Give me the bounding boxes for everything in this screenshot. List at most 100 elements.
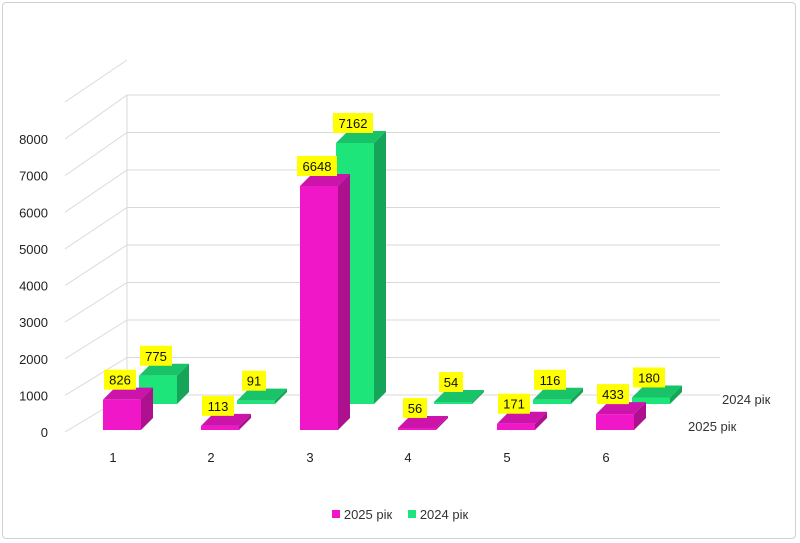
- bar-side: [436, 415, 448, 430]
- gridline-diagonal: [64, 207, 128, 250]
- y-tick-label: 5000: [19, 242, 48, 257]
- series-depth-label: 2024 рік: [722, 392, 771, 407]
- y-tick-label: 6000: [19, 205, 48, 220]
- data-label: 113: [208, 399, 229, 414]
- bar-top: [632, 385, 682, 398]
- data-label-box: [202, 395, 234, 416]
- y-tick-label: 3000: [19, 315, 48, 330]
- bar-side: [535, 411, 547, 430]
- x-tick-label: 1: [109, 450, 116, 465]
- bar-top: [398, 415, 448, 428]
- bar-front: [103, 399, 141, 430]
- bar-front: [300, 186, 338, 430]
- bar-2025: [103, 387, 153, 430]
- y-tick-label: 0: [41, 425, 48, 440]
- gridline-diagonal: [64, 244, 128, 286]
- series-depth-label: 2025 рік: [688, 419, 737, 434]
- data-label: 775: [145, 349, 167, 364]
- data-labels: 775 91 7162 54 116 180 826 113 6648 56 171 433: [104, 113, 665, 418]
- bar-side: [338, 174, 350, 430]
- x-tick-label: 2: [207, 450, 214, 465]
- gridline-diagonal: [64, 282, 128, 323]
- bar-top: [201, 413, 251, 426]
- bar-2024: [632, 385, 682, 404]
- bar-2025: [300, 174, 350, 430]
- data-label: 180: [638, 370, 660, 385]
- data-label: 826: [109, 373, 131, 388]
- bar-side: [374, 131, 386, 404]
- bar-front: [398, 427, 436, 430]
- gridline-diagonal: [64, 59, 128, 103]
- gridlines: 0 1000 2000 3000 4000 5000 6000 7000 8000: [19, 59, 720, 440]
- x-tick-label: 3: [306, 450, 313, 465]
- bar-2024: [533, 387, 583, 404]
- legend-swatch-2024: [407, 510, 416, 518]
- legend-item-2024: 2024 рік: [407, 506, 469, 522]
- y-tick-label: 2000: [19, 352, 48, 367]
- gridline-diagonal: [64, 319, 128, 360]
- bar-top: [300, 174, 350, 186]
- y-tick-label: 4000: [19, 279, 48, 294]
- gridline-diagonal: [64, 94, 128, 140]
- bar-top: [434, 390, 484, 403]
- data-label-box: [242, 370, 266, 391]
- data-label-box: [403, 397, 427, 418]
- bar-side: [472, 390, 484, 404]
- bar-side: [634, 402, 646, 430]
- gridline-diagonal: [64, 357, 128, 396]
- data-label: 116: [540, 373, 561, 388]
- gridline-diagonal: [64, 132, 128, 177]
- y-tick-label: 7000: [19, 169, 48, 184]
- legend: 2025 рік 2024 рік: [0, 506, 800, 522]
- data-label: 171: [503, 397, 525, 412]
- data-label: 54: [444, 375, 458, 390]
- bar-top: [139, 363, 189, 376]
- legend-item-2025: 2025 рік: [331, 506, 393, 522]
- data-label: 6648: [303, 159, 332, 174]
- bar-front: [201, 425, 239, 430]
- data-label: 91: [247, 374, 261, 389]
- data-label: 56: [408, 401, 422, 416]
- x-tick-label: 6: [602, 450, 609, 465]
- data-label-box: [633, 367, 665, 388]
- bar-front: [497, 423, 535, 430]
- data-label-box: [297, 156, 337, 176]
- legend-label-2025: 2025 рік: [343, 506, 393, 522]
- data-label: 433: [602, 387, 624, 402]
- y-tick-label: 1000: [19, 388, 48, 403]
- legend-swatch-2025: [331, 510, 340, 518]
- bar-side: [239, 413, 251, 430]
- data-label-box: [534, 369, 566, 390]
- bar-2025: [201, 413, 251, 430]
- data-label: 7162: [339, 116, 368, 131]
- bar-side: [177, 363, 189, 404]
- bar-2024: [434, 390, 484, 404]
- data-label-box: [498, 393, 530, 414]
- bar-2025: [398, 415, 448, 430]
- bar-side: [571, 387, 583, 404]
- bar-2024: [237, 388, 287, 404]
- bar-front: [632, 397, 670, 404]
- legend-label-2024: 2024 рік: [419, 506, 469, 522]
- y-tick-label: 8000: [19, 132, 48, 147]
- bar-2025: [596, 402, 646, 430]
- bar-front: [434, 402, 472, 404]
- x-tick-label: 5: [503, 450, 510, 465]
- bar-top: [336, 131, 386, 143]
- bar-top: [533, 387, 583, 400]
- x-tick-label: 4: [404, 450, 411, 465]
- data-label-box: [104, 369, 136, 390]
- bar-top: [237, 388, 287, 401]
- data-label-box: [439, 372, 463, 393]
- bar-side: [275, 388, 287, 404]
- bar-front: [237, 400, 275, 404]
- data-label-box: [597, 384, 629, 405]
- data-label-box: [140, 345, 172, 366]
- bar-front: [533, 399, 571, 404]
- bar-side: [141, 387, 153, 430]
- bar-top: [497, 411, 547, 424]
- bar-front: [596, 414, 634, 430]
- bar-top: [596, 402, 646, 415]
